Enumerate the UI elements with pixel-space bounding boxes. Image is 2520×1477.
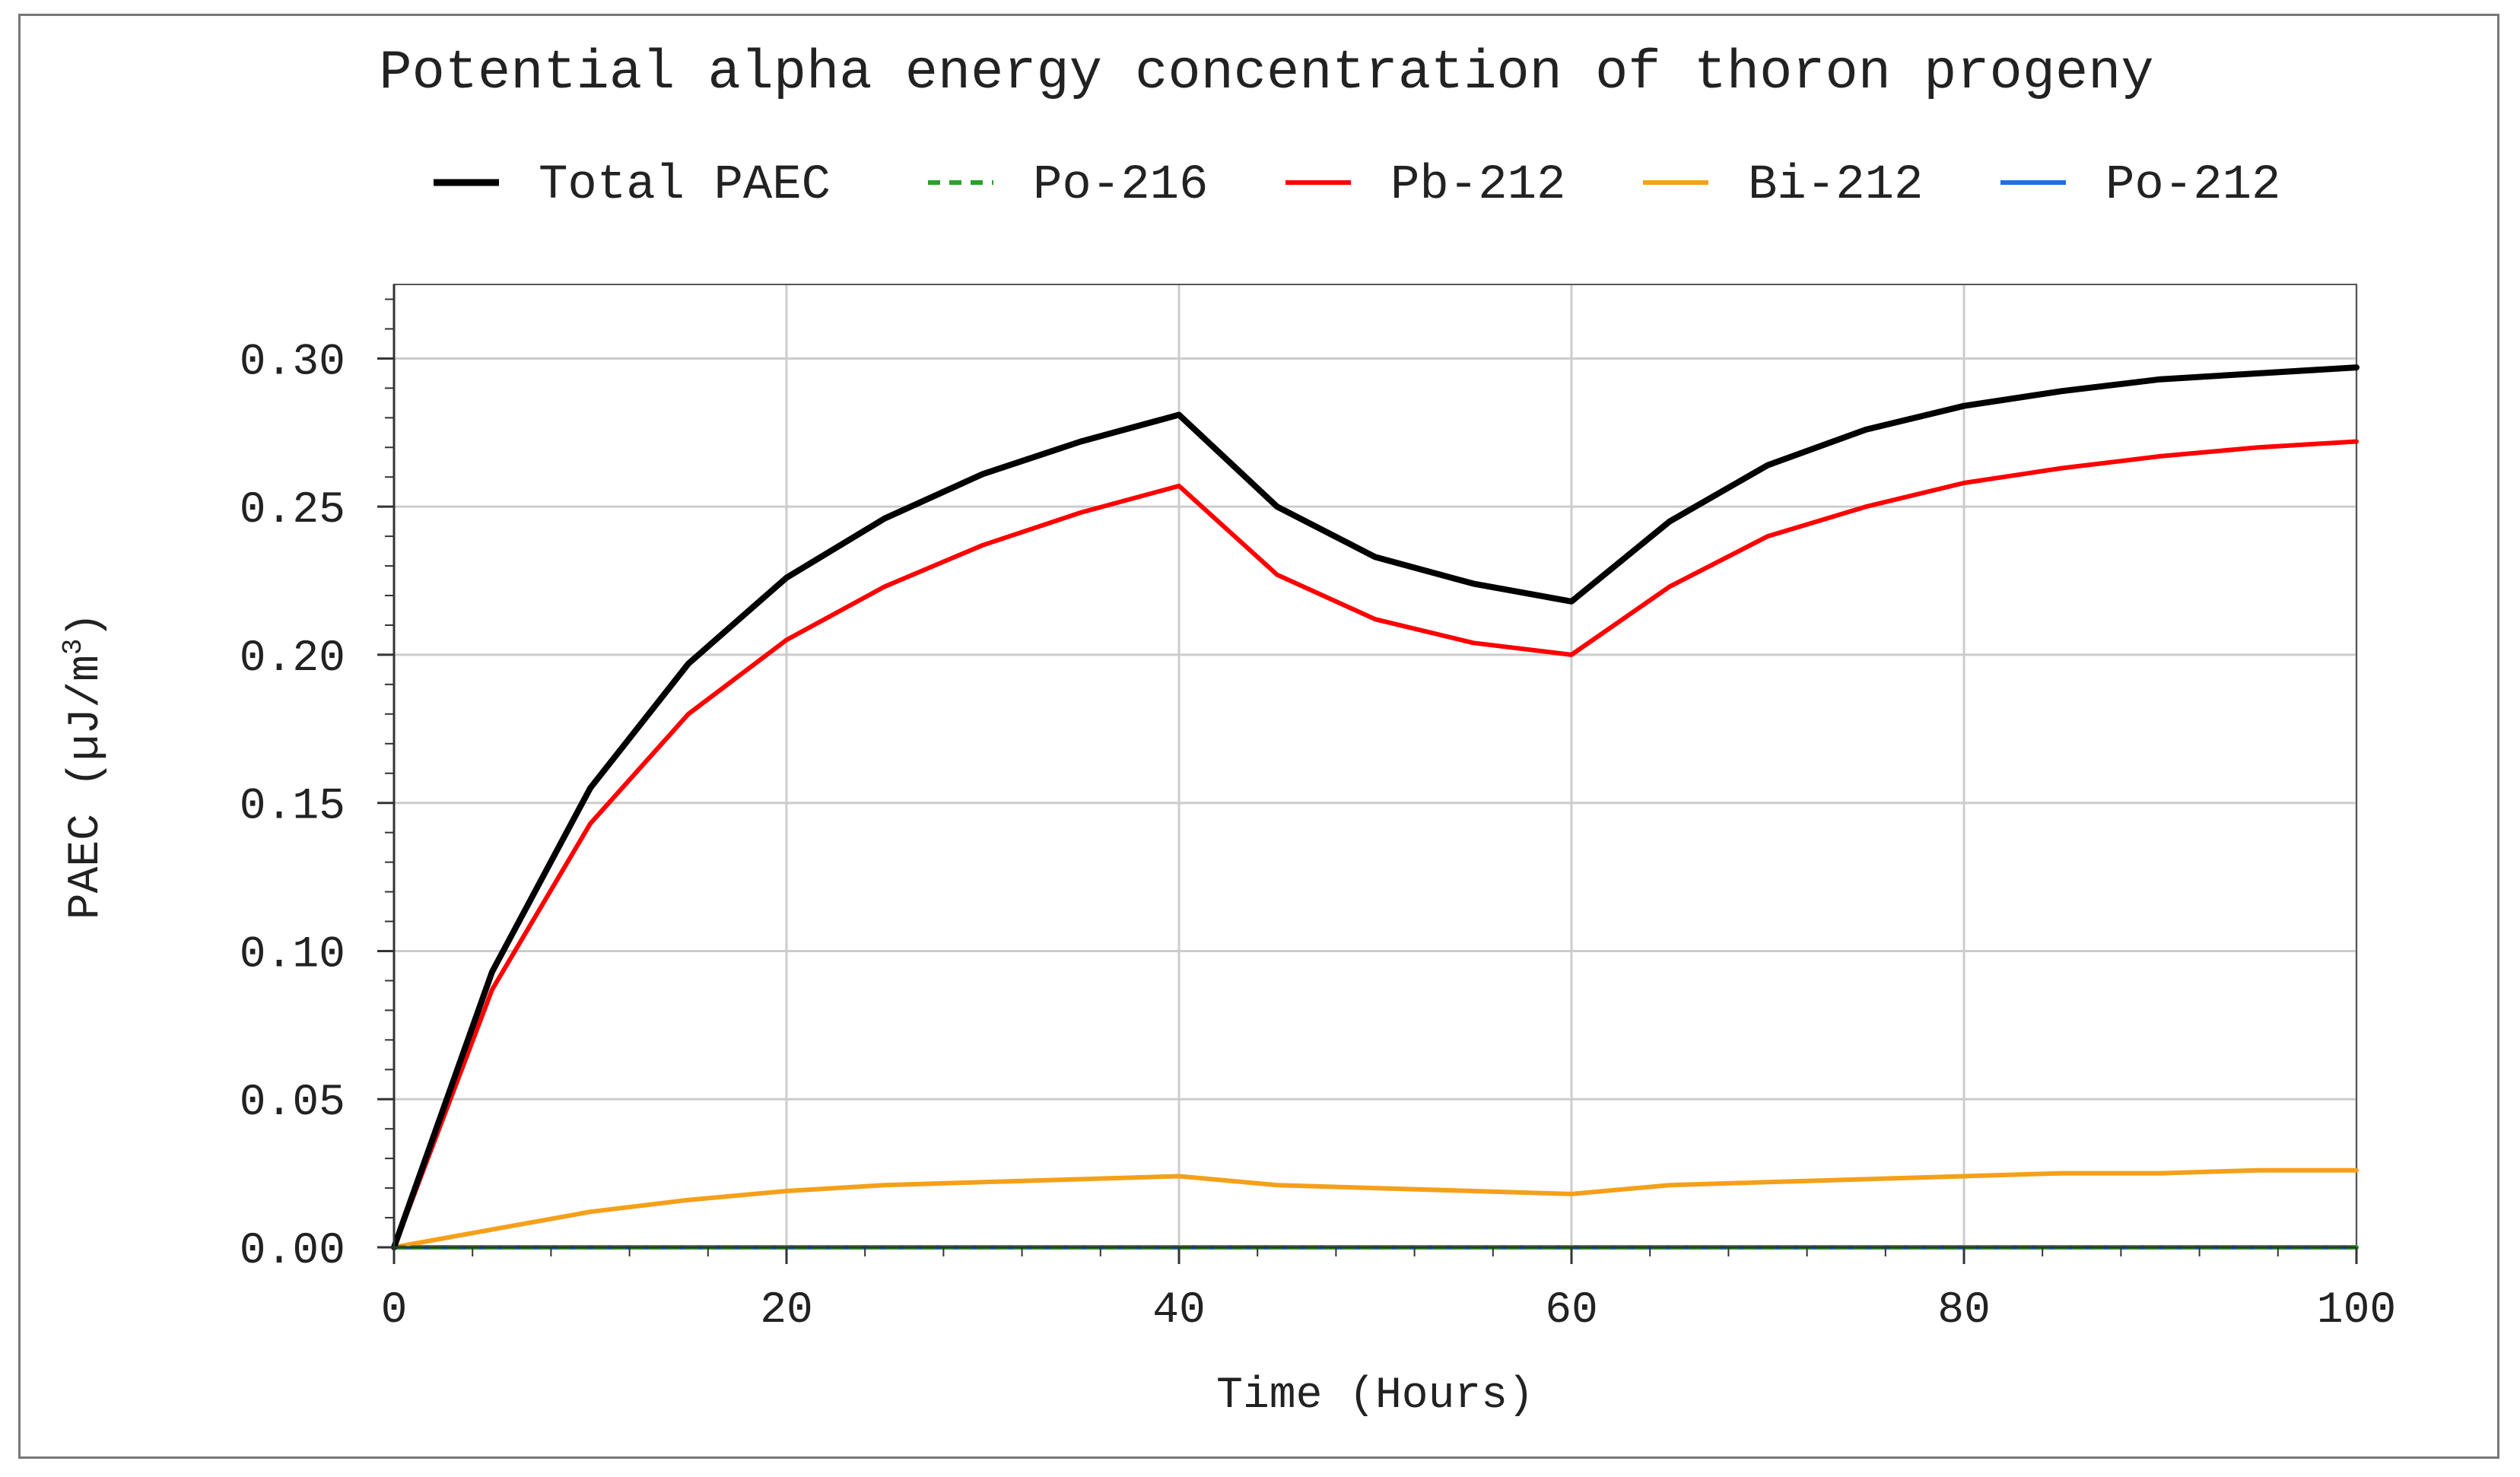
y-tick-label: 0.15 [240, 783, 345, 832]
x-tick-label: 100 [2317, 1286, 2396, 1336]
series-group [391, 364, 2360, 1250]
series-line-bi-212 [392, 1167, 2359, 1250]
y-tick-label: 0.20 [240, 634, 345, 684]
x-axis-label: Time (Hours) [1216, 1371, 1534, 1421]
x-tick-label: 20 [760, 1286, 813, 1336]
y-tick-label: 0.30 [240, 338, 345, 387]
x-tick-label: 40 [1152, 1286, 1206, 1336]
legend-label: Po-216 [1033, 158, 1208, 213]
legend-label: Bi-212 [1748, 158, 1923, 213]
y-tick-label: 0.10 [240, 930, 345, 980]
y-axis-label-superscript: 3 [58, 639, 89, 656]
x-tick-label: 60 [1545, 1286, 1598, 1336]
chart-legend: Total PAEC Po-216 Pb-212 Bi-212 Po-212 [434, 158, 2280, 213]
y-axis-label-suffix: ) [62, 612, 111, 639]
chart-title: Potential alpha energy concentration of … [379, 42, 2153, 104]
y-axis-label-prefix: PAEC (µJ/m [62, 655, 111, 920]
y-tick-label: 0.00 [240, 1227, 345, 1276]
legend-label: Pb-212 [1390, 158, 1565, 213]
y-axis-label: PAEC (µJ/m3) [58, 612, 111, 920]
y-tick-label: 0.25 [240, 486, 345, 535]
grid-lines [392, 284, 2358, 1249]
plot-area-border [393, 284, 2357, 1248]
axes: 0 20 40 60 80 100 0.00 0.05 0.10 0.15 0.20 0.25 0.30 [240, 284, 2396, 1336]
y-tick-label: 0.05 [240, 1078, 345, 1128]
series-line-pb-212 [392, 439, 2359, 1250]
x-tick-label: 0 [381, 1286, 408, 1336]
legend-label: Total PAEC [539, 158, 831, 213]
series-line-total-paec [391, 364, 2360, 1250]
x-tick-label: 80 [1937, 1286, 1991, 1336]
legend-label: Po-212 [2105, 158, 2280, 213]
chart-frame [18, 14, 2499, 1459]
